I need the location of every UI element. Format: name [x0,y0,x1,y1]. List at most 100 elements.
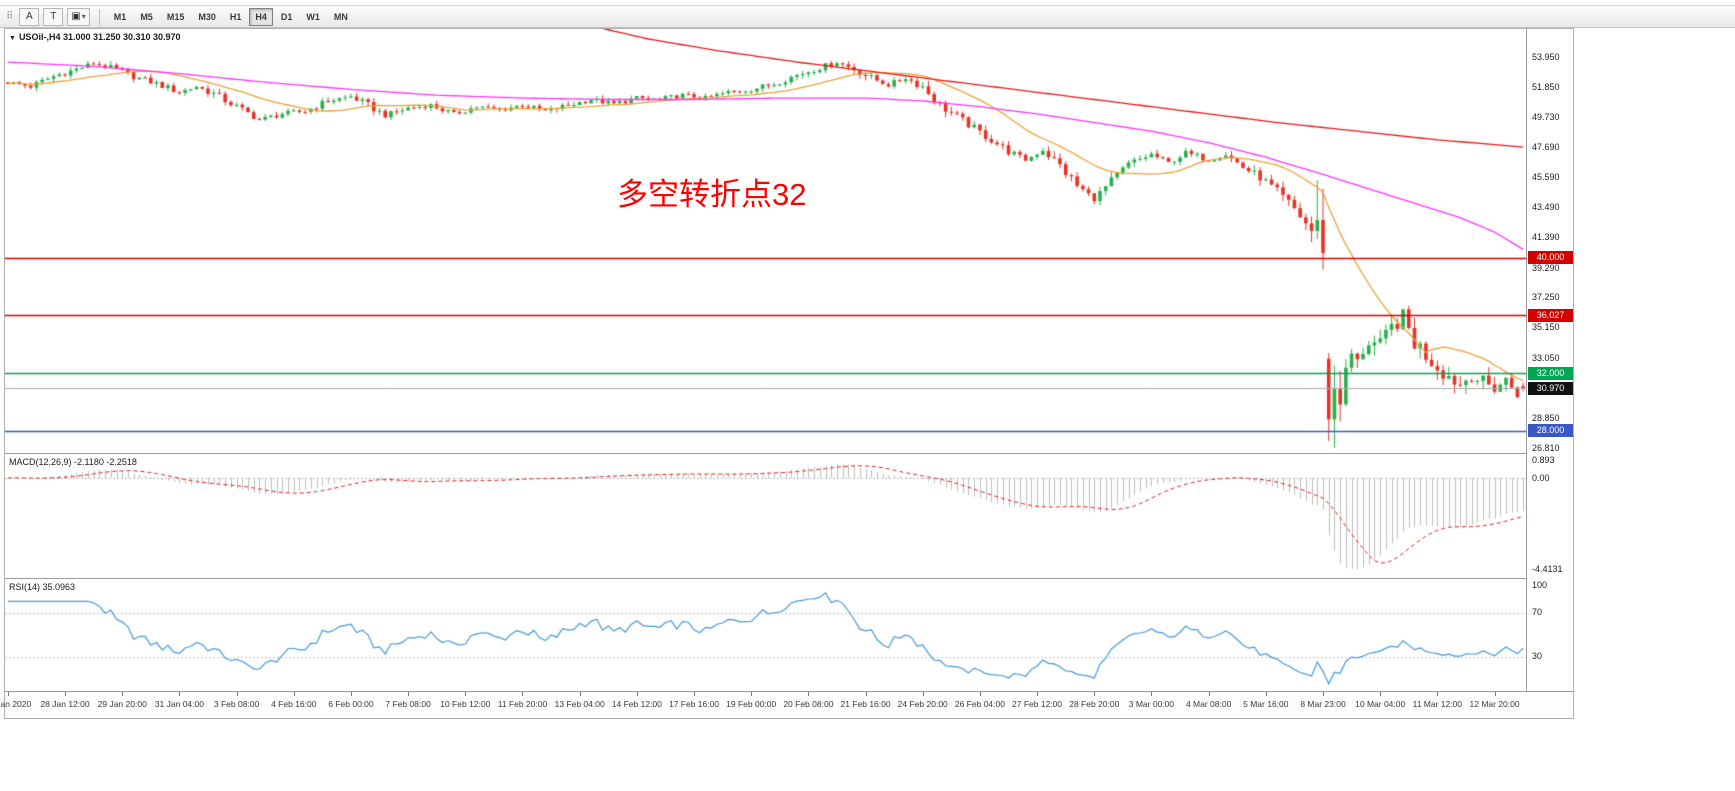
timeframe-button-mn[interactable]: MN [328,8,354,26]
chart-title: ▼ USOil-,H4 31.000 31.250 30.310 30.970 [9,32,181,42]
timeframe-button-m5[interactable]: M5 [134,8,159,26]
cursor-tool-button[interactable]: A [19,7,40,26]
macd-scale-label: 0.893 [1532,455,1555,465]
time-tick [808,692,810,696]
chart-window: ▼ USOil-,H4 31.000 31.250 30.310 30.970 多… [0,28,1574,719]
timeframe-button-m1[interactable]: M1 [108,8,133,26]
time-tick [293,692,295,696]
time-label: 10 Feb 12:00 [440,699,491,709]
macd-scale-label: -4.4131 [1532,564,1563,574]
timeframe-buttons: M1 M5 M15 M30 H1 H4 D1 W1 MN [107,7,355,26]
time-label: 20 Feb 08:00 [783,699,834,709]
price-tick: 39.290 [1532,262,1560,273]
time-tick [1437,692,1439,696]
price-axis[interactable]: 53.950 51.850 49.730 47.690 45.590 43.490 41.3… [1526,29,1573,691]
price-tick: 45.590 [1532,171,1560,182]
macd-canvas[interactable] [5,454,1526,578]
time-tick [1265,692,1267,696]
price-level-badge: 30.970 [1528,381,1573,395]
time-label: 27 Feb 12:00 [1012,699,1063,709]
time-tick [350,692,352,696]
rsi-canvas[interactable] [5,579,1526,691]
timeframe-button-m15[interactable]: M15 [161,8,191,26]
time-tick [922,692,924,696]
price-tick: 35.150 [1532,322,1560,333]
toolbar-separator [98,8,100,25]
chart-title-text: USOil-,H4 31.000 31.250 30.310 30.970 [18,32,181,42]
time-label: 21 Feb 16:00 [840,699,891,709]
time-tick [751,692,753,696]
timeframe-button-h1[interactable]: H1 [224,8,248,26]
time-tick [579,692,581,696]
time-tick [522,692,524,696]
time-label: 4 Mar 08:00 [1185,699,1232,709]
time-label: 26 Feb 04:00 [954,699,1005,709]
price-tick: 33.050 [1532,352,1560,363]
time-label: 28 Jan 12:00 [40,699,90,709]
chart-toolbar: ⠿ A T ▣ ▾ M1 M5 M15 M30 H1 H4 D1 W1 MN [0,5,1735,28]
time-tick [1151,692,1153,696]
price-panel: ▼ USOil-,H4 31.000 31.250 30.310 30.970 多… [5,29,1526,453]
time-tick [979,692,981,696]
price-tick: 37.250 [1532,292,1560,303]
price-tick: 43.490 [1532,202,1560,213]
price-level-badge: 40.000 [1528,251,1573,265]
rsi-scale-label: 30 [1532,651,1543,662]
collapse-arrow-icon[interactable]: ▼ [9,35,16,42]
rsi-scale-label: 100 [1532,580,1548,590]
macd-label: MACD(12,26,9) -2.1180 -2.2518 [9,457,137,467]
time-tick [1323,692,1324,696]
time-label: 17 Feb 16:00 [668,699,720,709]
time-tick [122,692,124,696]
time-tick [1494,692,1496,696]
rsi-panel: RSI(14) 35.0963 [5,578,1526,691]
timeframe-button-w1[interactable]: W1 [300,8,326,26]
macd-panel: MACD(12,26,9) -2.1180 -2.2518 [5,453,1526,578]
time-tick [465,692,467,696]
price-level-badge: 28.000 [1528,424,1573,438]
time-label: 8 Mar 23:00 [1300,699,1346,709]
timeframe-button-d1[interactable]: D1 [275,8,299,26]
time-label: 13 Feb 04:00 [554,699,605,709]
time-label: 3 Mar 00:00 [1128,699,1175,709]
macd-scale-label: 0.00 [1532,473,1550,483]
toolbar-drag-handle-icon[interactable]: ⠿ [6,10,13,22]
price-level-badge: 36.027 [1528,308,1573,322]
time-axis[interactable]: 27 Jan 2020 28 Jan 12:00 29 Jan 20:00 31 Ja… [0,691,1573,718]
objects-icon: ▣ [71,11,81,22]
time-label: 24 Feb 20:00 [897,699,948,709]
time-label: 10 Mar 04:00 [1355,699,1406,709]
time-label: 11 Mar 12:00 [1412,699,1463,709]
time-tick [1380,692,1382,696]
time-label: 27 Jan 2020 [0,699,32,709]
price-level-badge: 32.000 [1528,366,1573,380]
time-tick [1037,692,1039,696]
time-label: 7 Feb 08:00 [385,699,431,709]
time-label: 12 Mar 20:00 [1469,699,1520,709]
time-tick [236,692,238,696]
text-tool-button[interactable]: T [43,7,64,26]
time-tick [694,692,696,696]
time-label: 4 Feb 16:00 [271,699,317,709]
time-tick [65,692,67,696]
price-tick: 26.810 [1532,442,1560,453]
time-label: 6 Feb 00:00 [328,699,374,709]
timeframe-button-m30[interactable]: M30 [192,8,222,26]
time-label: 5 Mar 16:00 [1243,699,1289,709]
price-tick: 47.690 [1532,141,1560,152]
price-tick: 28.850 [1532,413,1560,424]
price-chart-canvas[interactable] [5,29,1526,453]
objects-tool-button[interactable]: ▣ ▾ [67,7,90,26]
time-label: 14 Feb 12:00 [611,699,662,709]
time-label: 11 Feb 20:00 [497,699,548,709]
timeframe-button-h4[interactable]: H4 [249,7,273,26]
time-tick [7,692,9,696]
price-tick: 53.950 [1532,51,1560,62]
chart-annotation: 多空转折点32 [617,177,807,212]
time-label: 31 Jan 04:00 [154,699,204,709]
time-label: 3 Feb 08:00 [213,699,260,709]
chevron-down-icon: ▾ [81,12,86,21]
time-label: 28 Feb 20:00 [1069,699,1120,709]
time-tick [179,692,181,696]
time-tick [865,692,867,696]
